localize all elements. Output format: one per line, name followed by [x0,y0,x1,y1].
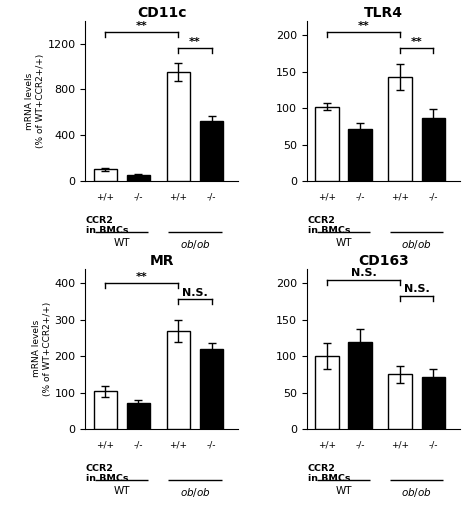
Text: WT: WT [335,238,352,248]
Text: CCR2
in BMCs: CCR2 in BMCs [86,216,128,235]
Text: WT: WT [114,238,130,248]
Text: +/+: +/+ [391,440,409,449]
Text: +/+: +/+ [96,440,114,449]
Title: TLR4: TLR4 [364,6,403,20]
Bar [127,175,150,181]
Text: CCR2
in BMCs: CCR2 in BMCs [308,216,350,235]
Text: **: ** [136,20,148,30]
Bar [388,374,411,429]
Bar [127,403,150,429]
Bar [167,72,190,181]
Text: -/-: -/- [428,192,438,201]
Text: $\mathit{ob/ob}$: $\mathit{ob/ob}$ [401,238,432,252]
Text: N.S.: N.S. [404,285,429,294]
Text: $\mathit{ob/ob}$: $\mathit{ob/ob}$ [180,238,210,252]
Title: MR: MR [149,254,174,268]
Text: $\mathit{ob/ob}$: $\mathit{ob/ob}$ [401,486,432,499]
Text: +/+: +/+ [169,192,187,201]
Text: N.S.: N.S. [182,288,208,298]
Bar [421,118,445,181]
Text: +/+: +/+ [96,192,114,201]
Text: -/-: -/- [428,440,438,449]
Text: -/-: -/- [134,192,143,201]
Text: **: ** [189,37,201,47]
Text: CCR2
in BMCs: CCR2 in BMCs [308,464,350,483]
Y-axis label: mRNA levels
(% of WT+CCR2+/+): mRNA levels (% of WT+CCR2+/+) [32,302,52,396]
Bar [167,331,190,429]
Text: -/-: -/- [356,440,365,449]
Text: $\mathit{ob/ob}$: $\mathit{ob/ob}$ [180,486,210,499]
Bar [94,391,117,429]
Text: -/-: -/- [134,440,143,449]
Text: N.S.: N.S. [351,268,376,278]
Bar [421,377,445,429]
Text: -/-: -/- [356,192,365,201]
Text: +/+: +/+ [391,192,409,201]
Bar [315,356,338,429]
Title: CD163: CD163 [358,254,409,268]
Text: +/+: +/+ [318,440,336,449]
Text: WT: WT [114,486,130,496]
Bar [348,342,372,429]
Bar [94,169,117,181]
Bar [348,129,372,181]
Text: CCR2
in BMCs: CCR2 in BMCs [86,464,128,483]
Text: **: ** [136,271,148,282]
Text: +/+: +/+ [169,440,187,449]
Text: -/-: -/- [207,440,216,449]
Bar [315,107,338,181]
Text: +/+: +/+ [318,192,336,201]
Y-axis label: mRNA levels
(% of WT+CCR2+/+): mRNA levels (% of WT+CCR2+/+) [25,54,45,148]
Text: **: ** [410,37,422,47]
Text: WT: WT [335,486,352,496]
Bar [200,121,223,181]
Text: **: ** [357,20,369,30]
Title: CD11c: CD11c [137,6,186,20]
Text: -/-: -/- [207,192,216,201]
Bar [200,349,223,429]
Bar [388,77,411,181]
